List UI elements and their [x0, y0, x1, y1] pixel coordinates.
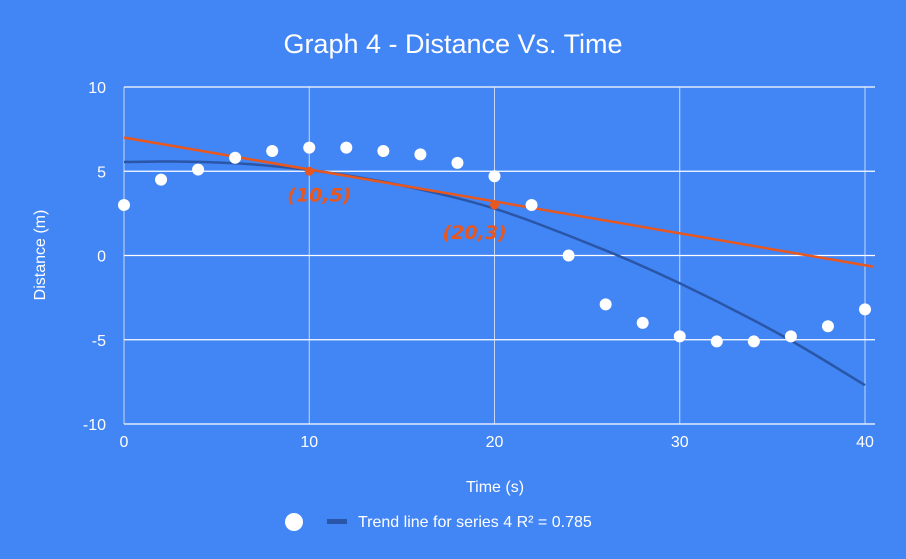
data-point [673, 330, 686, 343]
y-tick-label: 10 [88, 80, 106, 97]
data-points [118, 141, 871, 348]
data-point [636, 316, 649, 329]
data-point [451, 156, 464, 169]
annotation-label: (10,5) [287, 184, 351, 206]
tick-labels: 10 5 0 -5 -10 0 10 20 30 40 [83, 80, 874, 451]
data-point [414, 148, 427, 161]
y-tick-label: 5 [97, 164, 106, 181]
data-point [747, 335, 760, 348]
legend-label-trendline: Trend line for series 4 R² = 0.785 [358, 514, 592, 531]
data-point [192, 163, 205, 176]
y-tick-label: 0 [97, 249, 106, 266]
x-tick-label: 20 [486, 434, 504, 451]
data-point [266, 145, 279, 158]
data-point [525, 198, 538, 211]
data-point [859, 303, 871, 316]
x-tick-label: 40 [856, 434, 874, 451]
annotation-marker [490, 200, 499, 210]
legend: Trend line for series 4 R² = 0.785 [285, 513, 592, 531]
x-axis-label: Time (s) [466, 479, 524, 496]
data-point [488, 170, 501, 183]
trendline-path [123, 160, 866, 387]
chart-title: Graph 4 - Distance Vs. Time [283, 29, 622, 59]
data-point [377, 145, 390, 158]
drawn-line-segment [123, 136, 874, 268]
annotations: (10,5) (20,3) [287, 166, 507, 244]
x-tick-label: 30 [671, 434, 689, 451]
data-point [118, 198, 130, 211]
y-tick-label: -5 [92, 333, 106, 350]
data-point [710, 335, 723, 348]
gridlines [123, 86, 875, 425]
x-tick-label: 10 [300, 434, 318, 451]
legend-marker-points [285, 513, 303, 531]
annotation-label: (20,3) [443, 222, 507, 244]
x-tick-label: 0 [120, 434, 129, 451]
data-point [303, 141, 316, 154]
legend-marker-trendline [327, 519, 347, 524]
trendline [123, 160, 866, 387]
data-point [599, 298, 612, 311]
y-tick-label: -10 [83, 417, 106, 434]
data-point [155, 173, 168, 186]
data-point [340, 141, 353, 154]
data-point [821, 320, 834, 333]
y-axis-label: Distance (m) [32, 210, 49, 301]
data-point [229, 151, 242, 164]
drawn-line [123, 136, 874, 268]
data-point [562, 249, 575, 262]
annotation-marker [304, 166, 314, 176]
data-point [784, 330, 797, 343]
